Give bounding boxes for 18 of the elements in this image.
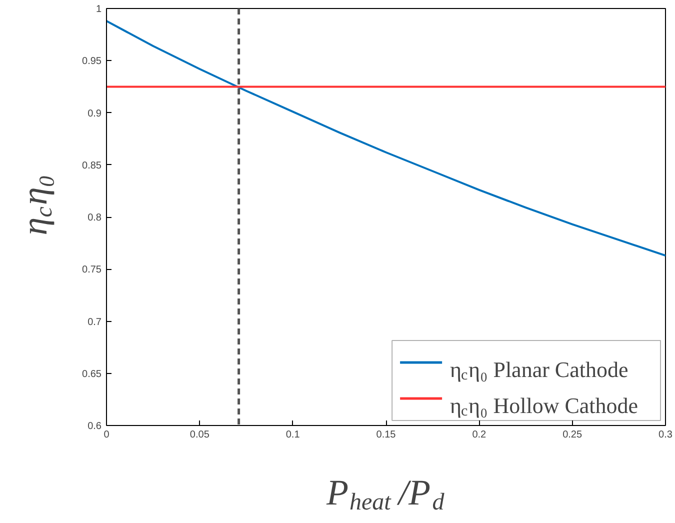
y-tick-label: 0.85 [82, 160, 102, 172]
y-tick-label: 0.75 [82, 264, 102, 276]
x-tick-label: 0.05 [190, 430, 210, 440]
line-series [106, 20, 666, 257]
x-tick-label: 0.3 [658, 430, 673, 440]
y-tick-label: 0.8 [88, 212, 102, 224]
x-tick-label: 0 [104, 430, 110, 440]
y-tick-label: 0.9 [88, 108, 102, 120]
x-tick-label: 0.1 [286, 430, 300, 440]
x-tick-label: 0.25 [562, 430, 583, 440]
x-tick-label: 0.2 [472, 430, 487, 440]
y-tick-label: 1 [96, 4, 102, 15]
y-tick-label: 0.65 [82, 368, 102, 380]
y-tick-label: 0.6 [88, 421, 102, 432]
x-tick-label: 0.15 [376, 430, 396, 440]
y-axis-title: ηcη₀ [14, 174, 58, 236]
y-tick-label: 0.7 [88, 316, 102, 328]
y-tick-label: 0.95 [82, 56, 102, 68]
